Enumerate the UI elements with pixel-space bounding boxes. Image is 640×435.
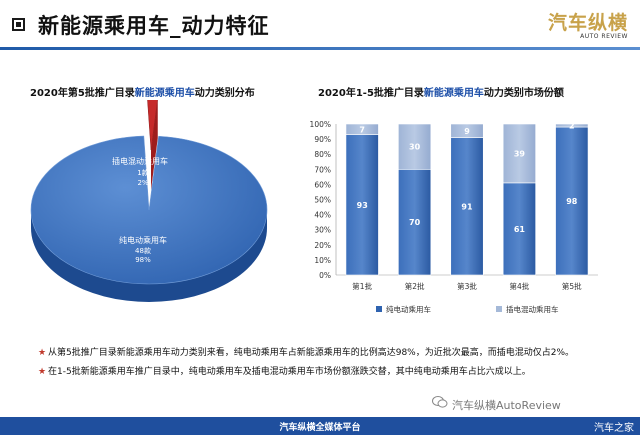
bullet-item: ★ 从第5批推广目录新能源乘用车动力类别来看，纯电动乘用车占新能源乘用车的比例高达… [38,346,628,360]
bullet-item: ★ 在1-5批新能源乘用车推广目录中，纯电动乘用车及插电混动乘用车市场份额涨跌交替… [38,365,628,379]
pie-chart-title: 2020年第5批推广目录新能源乘用车动力类别分布 [30,84,255,99]
legend-swatch [496,306,502,312]
pie-side [31,210,267,302]
bar-value-label-bev: 61 [514,225,526,234]
bullet-text: 在1-5批新能源乘用车推广目录中，纯电动乘用车及插电混动乘用车市场份额涨跌交替，… [48,367,531,377]
bar-segment-phev [502,123,536,184]
bar-title-highlight: 新能源乘用车 [423,88,484,99]
pie-slice-phev [147,100,158,151]
bar-title-suffix: 动力类别市场份额 [483,88,564,99]
x-tick-label: 第5批 [562,281,582,291]
legend-label: 插电混动乘用车 [506,304,559,314]
bar-segment-bev [450,137,484,276]
logo: 汽车纵横 AUTO REVIEW [544,8,628,42]
bar-chart-title: 2020年1-5批推广目录新能源乘用车动力类别市场份额 [318,84,564,99]
bar-segment-bev [555,126,589,276]
bar-value-label-phev: 2 [569,122,575,131]
y-tick-label: 80% [314,150,331,159]
y-tick-label: 100% [310,120,331,129]
logo-text: 汽车纵横 [547,12,628,34]
bar-segment-phev [398,123,432,170]
y-tick-label: 50% [314,196,331,205]
stacked-bar-chart: 0% 10% 20% 30% 40% 50% 60% 70% 80% 90% 100% 93 7 第1批 7… [310,120,598,314]
y-tick-label: 60% [314,180,331,189]
logo-subtitle: AUTO REVIEW [580,33,628,40]
bar-title-prefix: 2020年1-5批推广目录 [318,88,424,99]
bar-value-label-bev: 91 [461,202,473,211]
pie-label-phev-percent: 2% [137,179,148,187]
star-bullet-icon: ★ [38,348,47,358]
y-tick-label: 20% [314,241,331,250]
pie-label-phev-name: 插电混动乘用车 [112,156,168,166]
pie-title-prefix: 2020年第5批推广目录 [30,88,135,99]
y-tick-label: 30% [314,226,331,235]
footer-source: 汽车之家 [594,423,634,434]
bar-segment-bev [502,182,536,276]
bar-value-label-bev: 98 [566,197,578,206]
legend-label: 纯电动乘用车 [386,304,431,314]
title-square-icon [12,18,25,31]
pie-label-bev-name: 纯电动乘用车 [119,235,167,245]
wechat-icon [432,396,448,408]
pie-label-phev-count: 1款 [137,168,148,177]
x-tick-label: 第4批 [510,281,530,291]
y-tick-label: 0% [319,271,331,280]
bar-value-label-phev: 9 [464,127,470,136]
footer: 汽车纵横全媒体平台 汽车之家 [0,417,640,435]
x-tick-label: 第1批 [352,281,372,291]
star-bullet-icon: ★ [38,367,47,377]
bar-segment-bev [398,168,432,276]
bar-value-label-bev: 93 [357,201,368,210]
page-title: 新能源乘用车_动力特征 [38,14,270,38]
y-tick-label: 70% [314,165,331,174]
bar-segment-phev [555,123,589,128]
x-tick-label: 第2批 [405,281,425,291]
bar-segment-phev [450,123,484,138]
bar-value-label-bev: 70 [409,218,421,227]
pie-title-highlight: 新能源乘用车 [134,88,195,99]
bar-value-label-phev: 30 [409,143,421,152]
header-divider [0,47,640,50]
bar-segment-phev [345,123,379,135]
pie-slice-bev [30,135,268,285]
pie-label-bev-count: 48款 [135,246,151,255]
bullet-text: 从第5批推广目录新能源乘用车动力类别来看，纯电动乘用车占新能源乘用车的比例高达9… [48,348,575,358]
y-tick-label: 10% [314,256,331,265]
bullet-list: ★ 从第5批推广目录新能源乘用车动力类别来看，纯电动乘用车占新能源乘用车的比例高达… [38,346,628,384]
x-tick-label: 第3批 [457,281,477,291]
pie-title-suffix: 动力类别分布 [194,88,255,99]
pie-label-bev-percent: 98% [135,256,151,264]
y-tick-label: 40% [314,211,331,220]
footer-text: 汽车纵横全媒体平台 [279,423,361,433]
y-tick-label: 90% [314,135,331,144]
watermark: 汽车纵横AutoReview [452,399,561,412]
bar-value-label-phev: 7 [359,125,365,134]
bar-value-label-phev: 39 [514,149,526,158]
pie-slice-phev-side [151,100,158,190]
legend-swatch [376,306,382,312]
header: 新能源乘用车_动力特征 汽车纵横 AUTO REVIEW [0,0,640,50]
